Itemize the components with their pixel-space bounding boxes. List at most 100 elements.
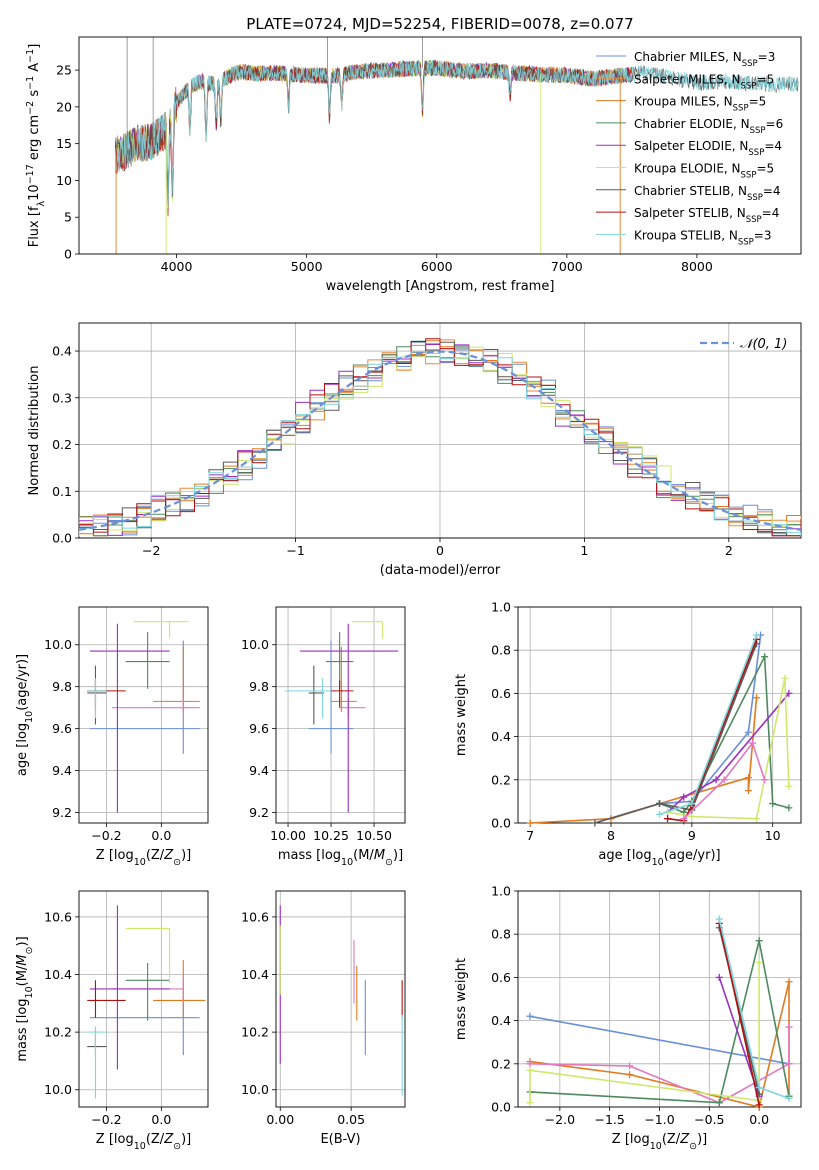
series-line (529, 940, 790, 1104)
mass-vs-metallicity-panel: −0.2 0.0 10.0 10.2 10.4 10.6 Z [log10(Z/Z⊙)] ma… (15, 890, 209, 1152)
x-tick-label: 7 (526, 828, 534, 843)
y-tick-label: 1.0 (491, 600, 511, 615)
data-point (656, 810, 663, 818)
x-tick-label: 0.00 (266, 1112, 294, 1127)
data-point (715, 973, 723, 981)
axes-frame (78, 322, 802, 539)
y-tick-label: 5 (64, 210, 72, 225)
legend-entry: Salpeter MILES, NSSP=5 (634, 72, 774, 91)
legend-entry: Kroupa STELIB, NSSP=3 (634, 228, 772, 247)
data-point (626, 1062, 634, 1070)
y-tick-label: 10.0 (241, 1082, 269, 1097)
axes-frame (78, 36, 802, 255)
y-tick-label: 0.0 (52, 531, 72, 546)
x-tick-label: 0.0 (151, 1112, 171, 1127)
age-vs-metallicity-panel: −0.2 0.0 9.2 9.4 9.6 9.8 10.0 Z [log10(Z/Z⊙)] ag… (15, 606, 209, 868)
y-tick-label: 10.0 (241, 637, 269, 652)
axes-frame (275, 890, 406, 1108)
y-tick-label: 0.2 (491, 1056, 511, 1071)
legend-entry: Kroupa ELODIE, NSSP=5 (634, 162, 774, 181)
data-point (526, 1099, 534, 1107)
x-tick-label: 0.0 (749, 1112, 769, 1127)
x-tick-label: −2 (142, 543, 160, 558)
data-point (785, 689, 793, 697)
y-tick-label: 10.0 (44, 637, 72, 652)
data-point (753, 631, 761, 639)
x-tick-label: 6000 (421, 259, 453, 274)
x-tick-label: 0.05 (337, 1112, 365, 1127)
data-point (785, 1023, 793, 1031)
y-axis-label: age [log10(age/yr)] (15, 654, 35, 776)
data-point (626, 1071, 634, 1079)
x-axis-label: Z [log10(Z/Z⊙)] (612, 1132, 707, 1152)
y-tick-label: 0.6 (491, 970, 511, 985)
axes-frame (517, 606, 802, 824)
data-point (744, 774, 752, 782)
data-point (755, 1101, 763, 1109)
y-tick-label: 9.4 (52, 763, 72, 778)
y-axis-label: mass weight (454, 674, 469, 756)
y-tick-label: 10.4 (241, 967, 269, 982)
y-tick-label: 0.6 (491, 686, 511, 701)
series-line (594, 643, 758, 824)
x-axis-label: Z [log10(Z/Z⊙)] (96, 1132, 191, 1152)
y-axis-label: Normed distribution (27, 366, 42, 496)
data-point (761, 776, 769, 784)
data-point (744, 787, 752, 795)
series-line (718, 923, 760, 1105)
x-tick-label: −1 (286, 543, 304, 558)
x-tick-label: 10.50 (356, 828, 392, 843)
residuals-panel: −2 −1 0 1 2 0.0 0.1 0.2 0.3 0.4 (data-model)/error… (27, 322, 802, 578)
age-vs-mass-panel: 10.00 10.25 10.50 9.2 9.4 9.6 9.8 10.0 mass [log… (241, 606, 406, 868)
legend-entry: Chabrier MILES, NSSP=3 (634, 50, 775, 69)
y-tick-label: 10.6 (44, 909, 72, 924)
y-tick-label: 0.4 (491, 1013, 511, 1028)
y-axis-label: mass [log10(M/M⊙)] (15, 936, 35, 1061)
data-point (688, 800, 696, 808)
data-point (755, 1084, 763, 1092)
y-tick-label: 9.4 (249, 763, 269, 778)
x-axis-label: E(B-V) (320, 1132, 360, 1147)
data-point (755, 958, 763, 966)
data-point (785, 978, 793, 986)
x-tick-label: 0 (436, 543, 444, 558)
spectrum-traces (115, 37, 799, 254)
series-line (529, 962, 760, 1103)
y-tick-label: 0.8 (491, 927, 511, 942)
y-tick-label: 10 (56, 173, 72, 188)
y-tick-label: 0.8 (491, 643, 511, 658)
x-tick-label: −0.2 (91, 1112, 121, 1127)
data-point (753, 815, 761, 823)
y-axis-label: mass weight (454, 958, 469, 1040)
y-tick-label: 0 (64, 247, 72, 262)
x-axis-label: mass [log10(M/M⊙)] (278, 848, 403, 868)
y-tick-label: 9.6 (249, 721, 269, 736)
series-line (659, 635, 762, 805)
x-axis-label: wavelength [Angstrom, rest frame] (326, 279, 555, 294)
data-point (720, 776, 728, 784)
series-line (667, 639, 758, 822)
figure-title: PLATE=0724, MJD=52254, FIBERID=0078, z=0… (246, 15, 633, 33)
series-line (683, 741, 766, 820)
y-tick-label: 15 (56, 136, 72, 151)
data-point (526, 1060, 534, 1068)
x-tick-label: 0.0 (151, 828, 171, 843)
x-axis-label: Z [log10(Z/Z⊙)] (96, 848, 191, 868)
y-tick-label: 0.0 (491, 1100, 511, 1115)
legend-entry: Kroupa MILES, NSSP=5 (634, 95, 766, 114)
x-axis-label: (data-model)/error (380, 563, 501, 578)
y-tick-label: 9.2 (52, 805, 72, 820)
axes-frame (275, 606, 406, 824)
y-tick-label: 1.0 (491, 884, 511, 899)
x-tick-label: 4000 (161, 259, 193, 274)
data-point (526, 819, 534, 827)
y-tick-label: 0.2 (52, 437, 72, 452)
data-point (656, 800, 663, 808)
series-line (659, 634, 758, 816)
legend-entry: 𝒩(0, 1) (740, 337, 787, 352)
x-tick-label: 10.25 (313, 828, 349, 843)
data-point (715, 1099, 723, 1107)
legend-entry: Chabrier STELIB, NSSP=4 (634, 184, 781, 203)
x-tick-label: 9 (688, 828, 696, 843)
